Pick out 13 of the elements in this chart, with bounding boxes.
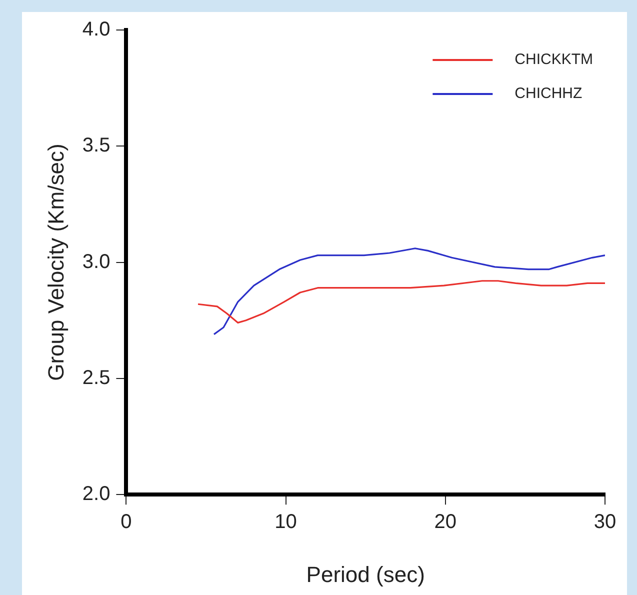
x-tick-label: 0 (120, 511, 132, 534)
y-tick-label: 4.0 (82, 18, 110, 41)
y-tick-label: 2.0 (82, 483, 110, 506)
y-tick-label: 3.5 (82, 134, 110, 157)
x-tick-label: 20 (434, 511, 457, 534)
x-tick-label: 10 (274, 511, 297, 534)
y-tick-label: 2.5 (82, 366, 110, 389)
legend-label: CHICHHZ (514, 85, 582, 102)
legend-label: CHICKKTM (514, 51, 594, 68)
y-tick-label: 3.0 (82, 250, 110, 273)
x-tick-label: 30 (594, 511, 616, 534)
y-axis-title: Group Velocity (Km/sec) (43, 144, 68, 381)
x-axis-title: Period (sec) (306, 562, 425, 587)
